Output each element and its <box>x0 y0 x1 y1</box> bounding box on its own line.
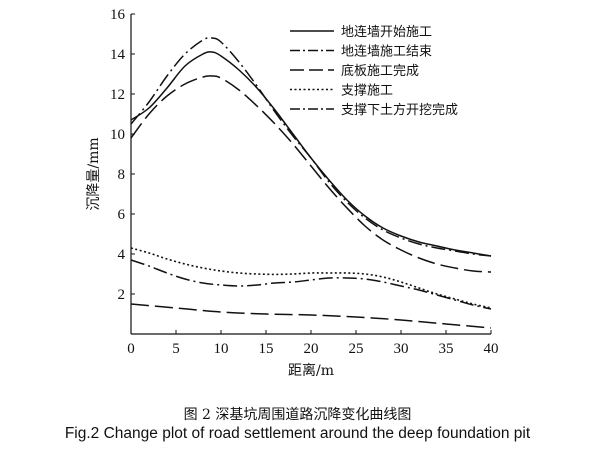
legend-label-4: 支撑施工 <box>341 84 393 99</box>
x-tick-label: 20 <box>304 341 319 357</box>
settlement-chart: 0 5 10 15 20 25 30 35 40 2 4 6 8 10 12 14 16 距离/m 沉降量/mm… <box>86 7 499 379</box>
figure-caption-chinese: 图 2 深基坑周围道路沉降变化曲线图 <box>183 407 412 423</box>
series-line-6 <box>130 303 492 329</box>
legend-label-3: 底板施工完成 <box>341 63 419 79</box>
x-tick-label: 15 <box>259 341 274 357</box>
legend-label-2: 地连墙施工结束 <box>341 44 432 60</box>
x-tick-label: 25 <box>349 341 364 357</box>
series-layer <box>130 37 492 329</box>
x-axis-label: 距离/m <box>288 362 334 379</box>
y-tick-label: 12 <box>110 87 125 103</box>
y-tick-label: 10 <box>110 127 125 143</box>
y-tick-label: 14 <box>110 47 126 63</box>
y-tick-label: 16 <box>110 7 126 23</box>
y-tick-label: 2 <box>118 287 126 303</box>
x-tick-label: 30 <box>394 341 409 357</box>
series-line-5 <box>130 259 492 310</box>
legend-label-1: 地连墙开始施工 <box>341 24 432 40</box>
series-line-3 <box>130 75 492 273</box>
series-line-4 <box>130 247 492 309</box>
ticks-layer: 0 5 10 15 20 25 30 35 40 2 4 6 8 10 12 14 16 <box>110 7 499 357</box>
y-tick-label: 8 <box>118 167 126 183</box>
x-tick-label: 5 <box>172 341 180 357</box>
y-tick-label: 4 <box>118 247 126 263</box>
legend-label-5: 支撑下土方开挖完成 <box>341 102 458 118</box>
x-tick-label: 0 <box>127 341 135 357</box>
series-line-2 <box>130 37 492 257</box>
series-line-1 <box>130 51 492 257</box>
x-tick-label: 40 <box>484 341 499 357</box>
y-tick-label: 6 <box>118 207 126 223</box>
plot-area <box>130 14 491 335</box>
y-axis-label: 沉降量/mm <box>86 137 102 210</box>
x-tick-label: 10 <box>214 341 229 357</box>
figure-caption-english: Fig.2 Change plot of road settlement aro… <box>64 425 531 442</box>
x-tick-label: 35 <box>439 341 454 357</box>
